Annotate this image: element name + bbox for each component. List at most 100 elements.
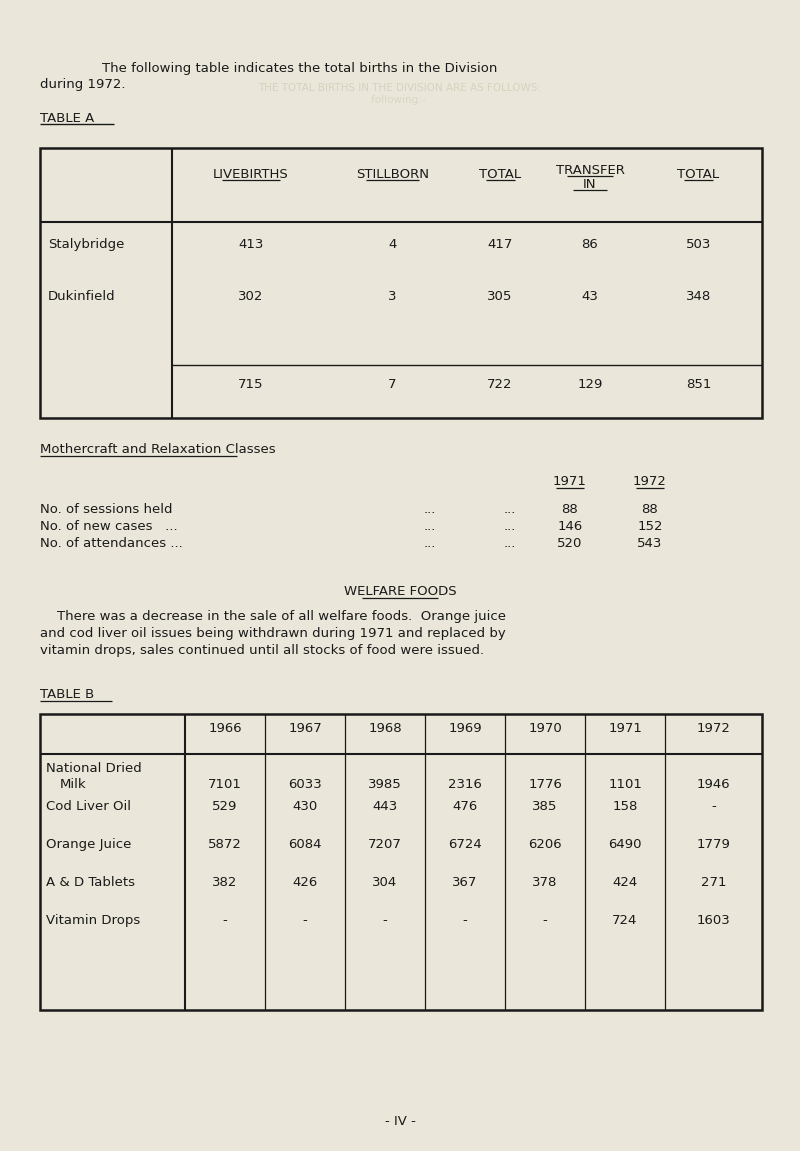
Text: No. of sessions held: No. of sessions held [40, 503, 173, 516]
Text: -: - [542, 914, 547, 927]
Text: 304: 304 [372, 876, 398, 889]
Text: 443: 443 [372, 800, 398, 813]
Text: 424: 424 [612, 876, 638, 889]
Text: The following table indicates the total births in the Division: The following table indicates the total … [85, 62, 498, 75]
Text: 378: 378 [532, 876, 558, 889]
Text: following:-: following:- [371, 96, 429, 105]
Text: TOTAL: TOTAL [479, 168, 521, 181]
Text: 7207: 7207 [368, 838, 402, 851]
Text: 543: 543 [638, 538, 662, 550]
Text: 1968: 1968 [368, 722, 402, 735]
Text: 1972: 1972 [633, 475, 667, 488]
Text: ...: ... [424, 520, 436, 533]
Text: -: - [711, 800, 716, 813]
Text: 302: 302 [238, 290, 264, 303]
Text: 1946: 1946 [697, 778, 730, 791]
Text: 724: 724 [612, 914, 638, 927]
Text: 3985: 3985 [368, 778, 402, 791]
Text: 851: 851 [686, 378, 711, 391]
Text: 6490: 6490 [608, 838, 642, 851]
Text: 1970: 1970 [528, 722, 562, 735]
Text: -: - [302, 914, 307, 927]
Text: 271: 271 [701, 876, 726, 889]
Text: ...: ... [504, 503, 516, 516]
Text: There was a decrease in the sale of all welfare foods.  Orange juice: There was a decrease in the sale of all … [40, 610, 506, 623]
Text: 2316: 2316 [448, 778, 482, 791]
Text: Dukinfield: Dukinfield [48, 290, 116, 303]
Text: 7101: 7101 [208, 778, 242, 791]
Text: and cod liver oil issues being withdrawn during 1971 and replaced by: and cod liver oil issues being withdrawn… [40, 627, 506, 640]
Text: 158: 158 [612, 800, 638, 813]
Text: - IV -: - IV - [385, 1115, 415, 1128]
Text: 129: 129 [578, 378, 602, 391]
Text: 5872: 5872 [208, 838, 242, 851]
Text: 1969: 1969 [448, 722, 482, 735]
Text: -: - [222, 914, 227, 927]
Text: WELFARE FOODS: WELFARE FOODS [344, 585, 456, 599]
Text: 6724: 6724 [448, 838, 482, 851]
Text: 146: 146 [558, 520, 582, 533]
Text: ...: ... [504, 520, 516, 533]
Text: during 1972.: during 1972. [40, 78, 126, 91]
Text: 1603: 1603 [697, 914, 730, 927]
Text: 417: 417 [487, 238, 513, 251]
Text: -: - [462, 914, 467, 927]
Text: 1971: 1971 [553, 475, 587, 488]
Text: 722: 722 [487, 378, 513, 391]
Text: Orange Juice: Orange Juice [46, 838, 131, 851]
Text: A & D Tablets: A & D Tablets [46, 876, 135, 889]
Text: 503: 503 [686, 238, 711, 251]
Text: 3: 3 [388, 290, 397, 303]
Text: Stalybridge: Stalybridge [48, 238, 124, 251]
Text: ...: ... [424, 503, 436, 516]
Text: 476: 476 [452, 800, 478, 813]
Text: 152: 152 [638, 520, 662, 533]
Text: 715: 715 [238, 378, 264, 391]
Text: 382: 382 [212, 876, 238, 889]
Text: Vitamin Drops: Vitamin Drops [46, 914, 140, 927]
Text: 413: 413 [238, 238, 264, 251]
Text: 88: 88 [562, 503, 578, 516]
Text: 86: 86 [582, 238, 598, 251]
Text: STILLBORN: STILLBORN [356, 168, 429, 181]
Text: 1779: 1779 [697, 838, 730, 851]
Text: -: - [382, 914, 387, 927]
Text: ...: ... [504, 538, 516, 550]
Text: 1966: 1966 [208, 722, 242, 735]
Text: 426: 426 [292, 876, 318, 889]
Text: TABLE A: TABLE A [40, 112, 94, 125]
Text: IN: IN [583, 178, 597, 191]
Text: 430: 430 [292, 800, 318, 813]
Text: 367: 367 [452, 876, 478, 889]
Text: 88: 88 [642, 503, 658, 516]
Text: 7: 7 [388, 378, 397, 391]
Text: TABLE B: TABLE B [40, 688, 94, 701]
Text: 1972: 1972 [697, 722, 730, 735]
Text: National Dried: National Dried [46, 762, 142, 775]
Text: Cod Liver Oil: Cod Liver Oil [46, 800, 131, 813]
Text: 43: 43 [582, 290, 598, 303]
Text: 529: 529 [212, 800, 238, 813]
Text: Milk: Milk [60, 778, 86, 791]
Text: Mothercraft and Relaxation Classes: Mothercraft and Relaxation Classes [40, 443, 276, 456]
Text: 1967: 1967 [288, 722, 322, 735]
Text: 305: 305 [487, 290, 513, 303]
Text: 348: 348 [686, 290, 711, 303]
Text: 1101: 1101 [608, 778, 642, 791]
Bar [40, 714, 762, 1009]
Text: 6084: 6084 [288, 838, 322, 851]
Text: 6206: 6206 [528, 838, 562, 851]
Text: 1776: 1776 [528, 778, 562, 791]
Text: TOTAL: TOTAL [678, 168, 719, 181]
Bar [40, 148, 762, 418]
Text: 520: 520 [558, 538, 582, 550]
Text: TRANSFER: TRANSFER [555, 163, 625, 177]
Text: THE TOTAL BIRTHS IN THE DIVISION ARE AS FOLLOWS:: THE TOTAL BIRTHS IN THE DIVISION ARE AS … [258, 83, 542, 93]
Text: No. of attendances ...: No. of attendances ... [40, 538, 182, 550]
Text: LIVEBIRTHS: LIVEBIRTHS [213, 168, 289, 181]
Text: 385: 385 [532, 800, 558, 813]
Text: 4: 4 [388, 238, 397, 251]
Text: No. of new cases   ...: No. of new cases ... [40, 520, 178, 533]
Text: 6033: 6033 [288, 778, 322, 791]
Text: ...: ... [424, 538, 436, 550]
